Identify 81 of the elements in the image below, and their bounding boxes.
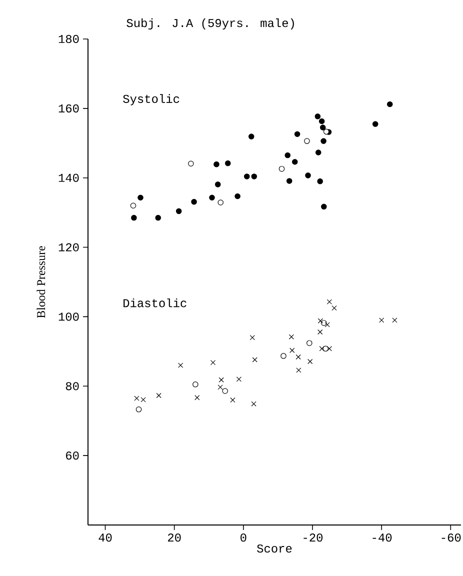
point <box>192 382 198 388</box>
point <box>317 178 323 184</box>
point <box>304 138 310 144</box>
x-tick-label: -60 <box>442 534 461 542</box>
x-axis-title: Score <box>257 544 292 553</box>
point <box>306 340 312 346</box>
point <box>280 353 286 359</box>
point <box>251 401 256 406</box>
point <box>214 182 221 188</box>
point <box>155 214 161 221</box>
point <box>209 194 215 201</box>
point <box>234 193 240 200</box>
point <box>296 354 301 360</box>
point <box>224 160 231 166</box>
y-tick-label: 180 <box>58 34 79 44</box>
point <box>318 318 323 324</box>
point <box>218 200 224 206</box>
point <box>286 178 292 184</box>
point <box>332 305 337 311</box>
point <box>379 318 384 323</box>
chart-title: Subj. J.A (59yrs. male) <box>126 18 294 30</box>
point <box>236 376 242 382</box>
point <box>318 118 325 124</box>
point <box>222 388 228 394</box>
point <box>130 202 136 209</box>
point <box>294 131 300 138</box>
point <box>319 346 324 352</box>
point <box>305 172 311 178</box>
y-tick-label: 160 <box>58 104 79 112</box>
point <box>188 160 194 167</box>
point <box>320 124 326 130</box>
x-tick-label: 0 <box>240 534 246 542</box>
point <box>315 150 322 156</box>
point <box>290 348 295 353</box>
annotation: Systolic <box>123 94 180 106</box>
point <box>156 392 162 398</box>
point <box>218 377 224 382</box>
point <box>288 334 294 340</box>
x-tick-label: -20 <box>304 534 323 542</box>
point <box>244 174 250 180</box>
point <box>194 395 200 400</box>
point <box>323 128 330 135</box>
x-tick-label: 20 <box>168 534 181 542</box>
y-tick-label: 100 <box>58 312 79 321</box>
point <box>176 208 182 214</box>
point <box>318 329 323 335</box>
point <box>252 357 258 362</box>
point <box>251 174 258 180</box>
point <box>392 318 398 323</box>
point <box>308 358 313 364</box>
y-tick-label: 140 <box>58 174 79 182</box>
point <box>284 152 291 158</box>
point <box>131 214 137 221</box>
point <box>191 198 197 205</box>
point <box>278 166 285 172</box>
point <box>218 384 223 390</box>
point <box>326 346 332 352</box>
point <box>314 114 321 120</box>
point <box>324 322 330 328</box>
point <box>296 368 302 373</box>
point <box>372 121 378 127</box>
x-tick-label: -40 <box>372 534 392 542</box>
point <box>248 134 254 140</box>
y-tick-label: 80 <box>66 382 79 390</box>
point <box>386 101 393 108</box>
annotation: Diastolic <box>124 298 186 308</box>
point <box>230 397 236 403</box>
point <box>136 406 142 412</box>
point <box>292 158 298 165</box>
point <box>326 299 332 304</box>
point <box>320 204 327 210</box>
y-tick-label: 60 <box>66 452 79 460</box>
y-tick-label: 120 <box>58 243 79 252</box>
point <box>214 161 220 168</box>
point <box>178 362 184 368</box>
x-tick-label: 40 <box>98 534 112 542</box>
point <box>250 334 255 340</box>
point <box>138 194 144 201</box>
point <box>210 360 216 366</box>
y-axis-title: Blood Pressure <box>36 246 46 318</box>
point <box>320 138 326 144</box>
